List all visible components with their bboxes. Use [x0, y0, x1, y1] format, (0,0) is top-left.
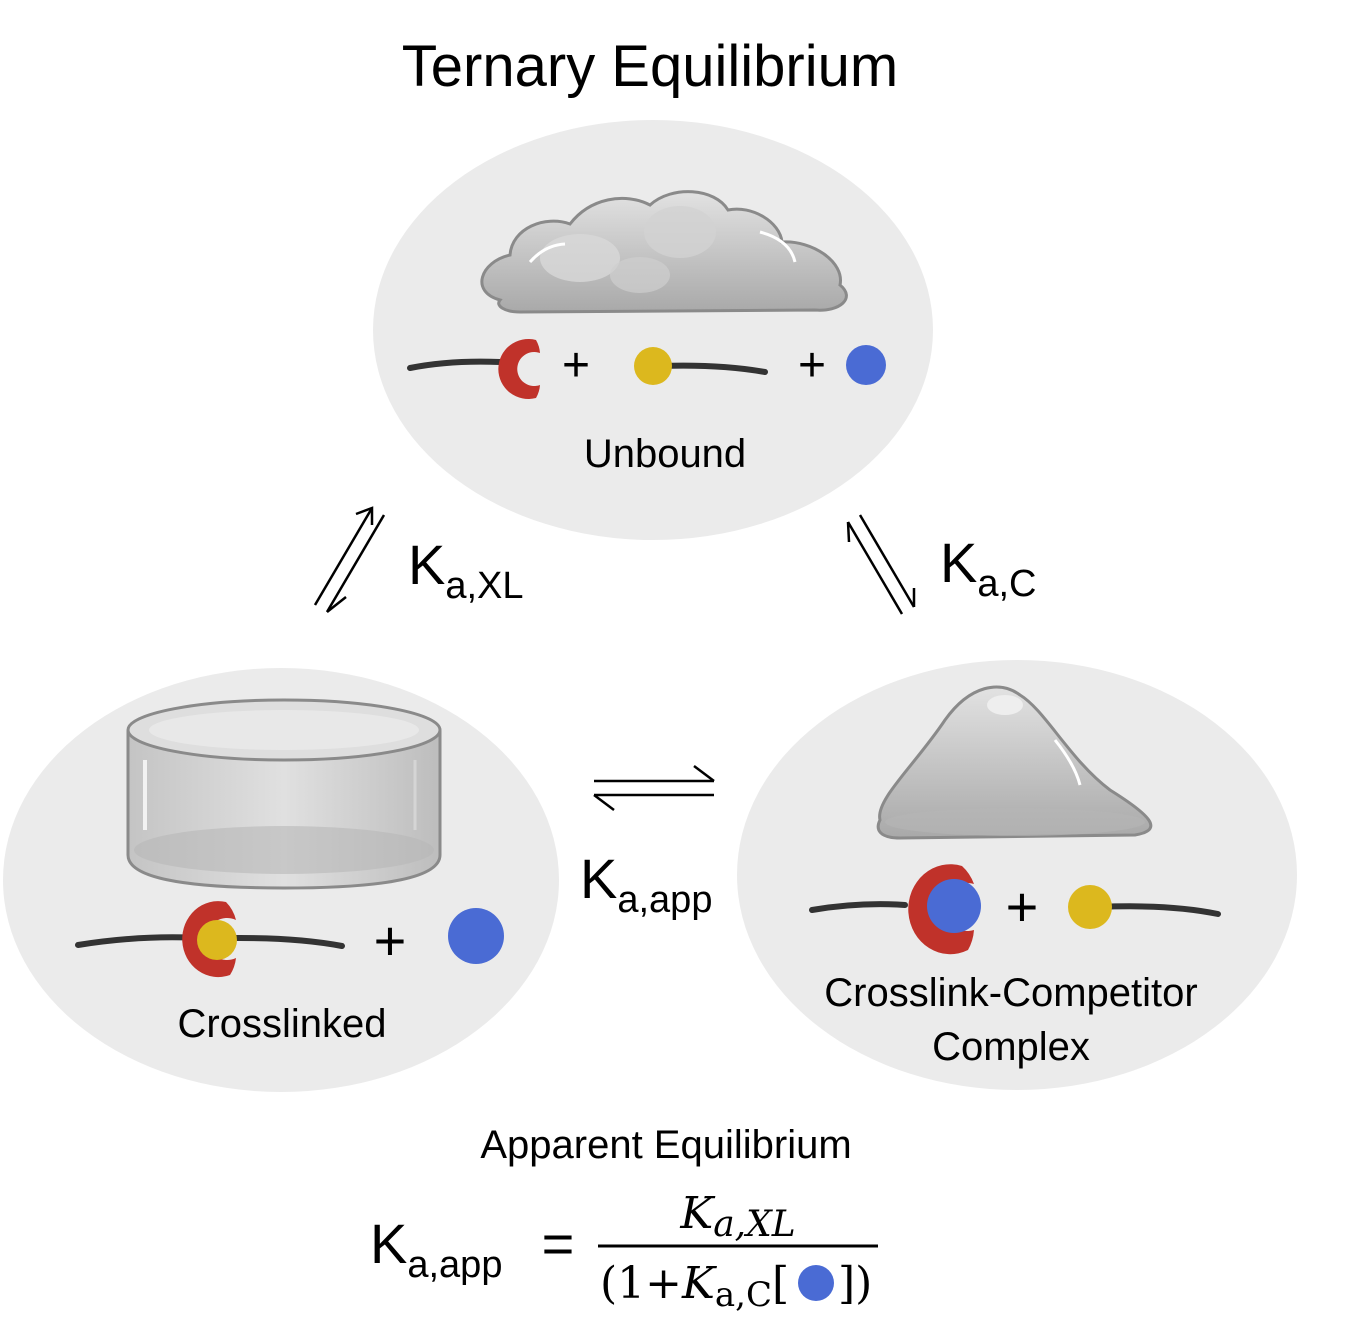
unbound-label: Unbound [584, 432, 746, 476]
plus-sign: + [562, 339, 590, 392]
crosslinker-icon [498, 339, 540, 399]
equilibrium-arrow-c [846, 514, 916, 615]
equation-equals: = [542, 1212, 575, 1275]
competitor-icon [846, 345, 886, 385]
state-unbound: + + Unbound [373, 120, 933, 540]
gel-cloud-icon [480, 190, 848, 314]
crosslinker-icon [182, 901, 236, 978]
complex-label-line1: Crosslink-Competitor [824, 971, 1197, 1015]
equation-denominator-close: ]) [838, 1258, 872, 1309]
crosslinked-label: Crosslinked [178, 1002, 387, 1046]
equilibrium-arrow-app [593, 765, 715, 811]
plus-sign: + [1006, 875, 1039, 938]
competitor-icon [448, 908, 504, 964]
complex-label-line2: Complex [932, 1025, 1090, 1069]
polymer-strand [809, 901, 908, 913]
guest-icon [634, 347, 672, 385]
guest-polymer-strand [657, 362, 768, 375]
constant-ka-c: Ka,C [940, 531, 1037, 605]
gel-dome-icon [876, 685, 1153, 840]
equation-numerator: Ka,XL [679, 1188, 795, 1245]
equation: Ka,app = Ka,XL (1+Ka,C[ ]) [370, 1188, 878, 1315]
plus-sign: + [374, 909, 407, 972]
constant-ka-app: Ka,app [580, 847, 712, 921]
competitor-icon [927, 879, 981, 933]
complex-bubble [737, 660, 1297, 1090]
equation-heading: Apparent Equilibrium [480, 1123, 851, 1167]
plus-sign: + [798, 339, 826, 392]
competitor-icon [798, 1265, 834, 1301]
polymer-strand [407, 358, 503, 371]
constant-ka-xl: Ka,XL [408, 533, 524, 607]
page-title: Ternary Equilibrium [402, 34, 898, 99]
state-complex: + Crosslink-Competitor Complex [737, 660, 1297, 1090]
guest-icon [197, 920, 237, 960]
state-crosslinked: + Crosslinked [3, 668, 559, 1092]
gel-cylinder-icon [126, 698, 442, 890]
guest-icon [1068, 885, 1112, 929]
equation-lhs: Ka,app [370, 1212, 502, 1286]
unbound-bubble [373, 120, 933, 540]
equilibrium-arrow-xl [313, 506, 386, 613]
equation-denominator: (1+Ka,C[ [600, 1258, 789, 1315]
guest-polymer-strand [1095, 903, 1221, 917]
